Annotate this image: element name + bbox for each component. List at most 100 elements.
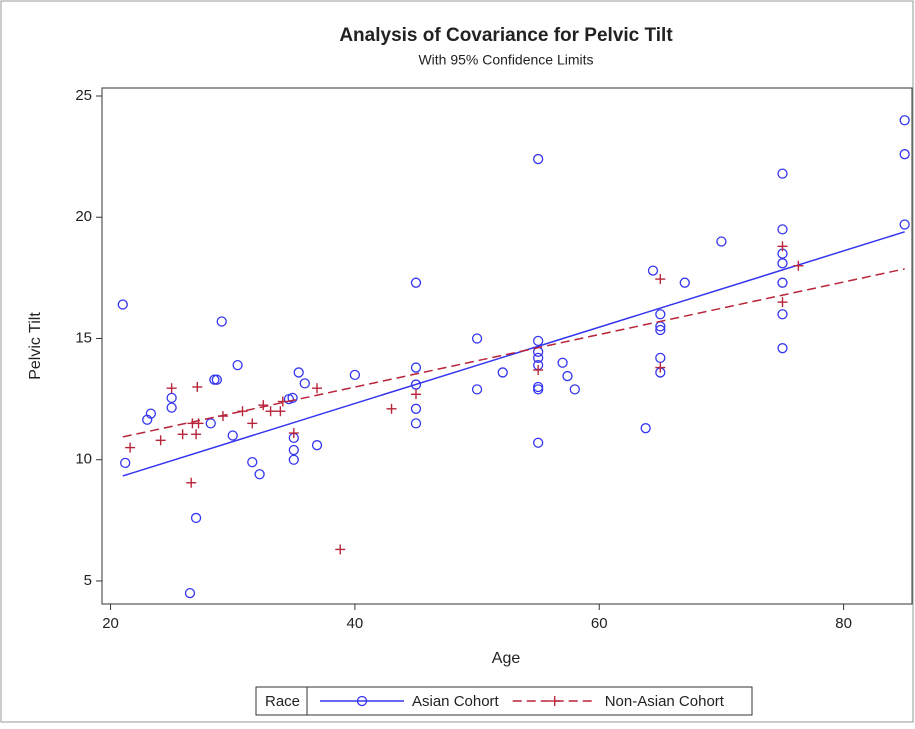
point <box>166 402 177 413</box>
point <box>288 428 299 439</box>
point <box>777 343 788 354</box>
plot-frame <box>101 87 913 605</box>
x-axis-label: Age <box>492 650 521 667</box>
point <box>312 383 323 394</box>
point <box>217 411 228 422</box>
point <box>410 277 422 288</box>
y-tick-label: 5 <box>84 572 92 589</box>
point <box>232 360 243 371</box>
point <box>311 440 323 451</box>
x-tick-label: 20 <box>102 615 119 632</box>
point <box>192 381 203 392</box>
point <box>205 418 216 429</box>
legend-label: Non-Asian Cohort <box>605 693 725 710</box>
point <box>258 400 269 411</box>
point <box>793 260 804 271</box>
fit-line <box>122 268 905 438</box>
fit-line <box>122 231 905 477</box>
point <box>166 383 177 394</box>
y-axis-label: Pelvic Tilt <box>27 312 44 380</box>
point <box>193 418 204 429</box>
point <box>899 149 910 160</box>
chart-title: Analysis of Covariance for Pelvic Tilt <box>339 25 673 46</box>
point <box>237 406 248 417</box>
point <box>716 236 727 247</box>
chart-subtitle: With 95% Confidence Limits <box>418 52 593 68</box>
point <box>655 324 666 336</box>
point <box>655 309 666 320</box>
point <box>777 241 788 252</box>
point <box>184 587 196 599</box>
point <box>777 224 788 235</box>
point <box>254 469 265 480</box>
y-tick-label: 25 <box>75 87 92 104</box>
point <box>549 696 560 706</box>
x-tick-label: 80 <box>835 615 852 632</box>
point <box>299 378 310 389</box>
point <box>655 362 666 373</box>
legend-title: Race <box>265 693 300 710</box>
point <box>386 403 397 414</box>
point <box>655 352 666 364</box>
point <box>356 695 368 707</box>
point <box>777 309 788 320</box>
point <box>533 365 544 376</box>
legend-box <box>255 686 753 716</box>
point <box>533 384 544 395</box>
x-tick-label: 60 <box>591 615 608 632</box>
point <box>117 299 128 310</box>
point <box>640 423 651 434</box>
point <box>247 418 258 429</box>
point <box>190 512 202 524</box>
point <box>247 456 258 468</box>
y-tick-label: 10 <box>75 451 92 468</box>
point <box>655 274 666 285</box>
point <box>410 379 422 390</box>
legend-label: Asian Cohort <box>412 693 500 710</box>
point <box>293 367 304 378</box>
point <box>277 396 288 407</box>
point <box>186 477 197 488</box>
point <box>777 258 788 269</box>
point <box>471 333 483 344</box>
point <box>410 389 421 400</box>
point <box>679 277 690 288</box>
point <box>191 429 202 440</box>
point <box>177 429 188 440</box>
point <box>410 403 422 414</box>
point <box>557 357 568 368</box>
point <box>777 168 788 179</box>
point <box>410 362 422 373</box>
point <box>288 454 299 465</box>
point <box>287 392 298 404</box>
y-tick-label: 20 <box>75 208 92 225</box>
point <box>647 265 659 276</box>
point <box>275 406 286 417</box>
point <box>211 374 222 385</box>
point <box>349 369 361 381</box>
point <box>562 370 573 382</box>
point <box>120 457 131 469</box>
point <box>166 392 177 404</box>
point <box>533 153 544 165</box>
point <box>533 335 544 347</box>
point <box>777 277 788 288</box>
point <box>569 384 580 395</box>
point <box>125 442 136 453</box>
point <box>777 297 788 308</box>
point <box>227 430 238 441</box>
point <box>216 316 227 327</box>
point <box>497 367 508 378</box>
point <box>899 219 910 230</box>
x-tick-label: 40 <box>347 615 364 632</box>
point <box>533 352 544 364</box>
point <box>899 115 910 126</box>
point <box>533 437 544 448</box>
point <box>155 435 166 446</box>
point <box>335 544 346 555</box>
point <box>288 444 299 456</box>
point <box>265 406 276 417</box>
